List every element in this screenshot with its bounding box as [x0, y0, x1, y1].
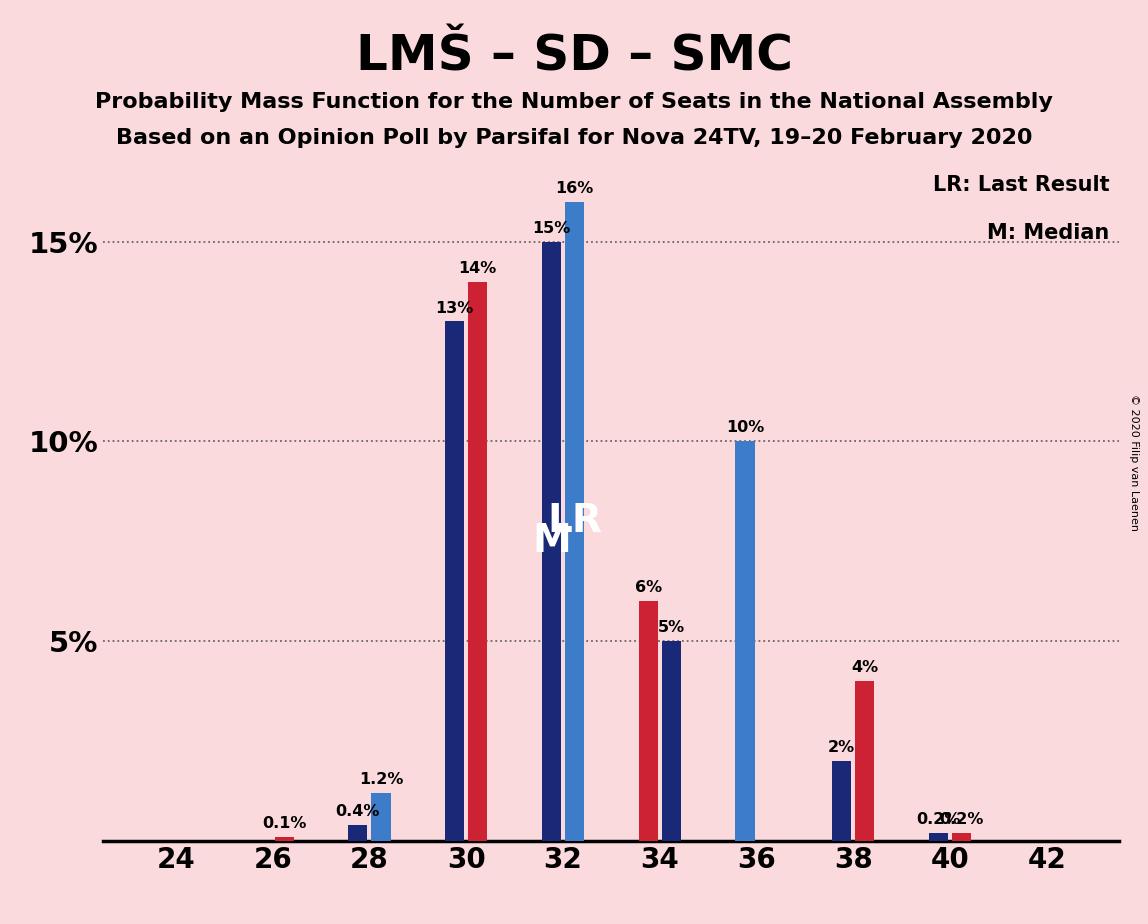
Text: 10%: 10% [726, 420, 765, 435]
Text: © 2020 Filip van Laenen: © 2020 Filip van Laenen [1130, 394, 1139, 530]
Bar [929, 833, 948, 841]
Text: 14%: 14% [458, 261, 497, 275]
Bar [542, 241, 561, 841]
Text: LR: Last Result: LR: Last Result [932, 176, 1109, 195]
Text: 0.2%: 0.2% [939, 812, 984, 827]
Bar [445, 322, 464, 841]
Text: M: M [532, 522, 571, 560]
Text: Probability Mass Function for the Number of Seats in the National Assembly: Probability Mass Function for the Number… [95, 92, 1053, 113]
Bar [855, 681, 875, 841]
Text: 2%: 2% [828, 740, 855, 755]
Bar [952, 833, 971, 841]
Text: 0.1%: 0.1% [262, 816, 307, 831]
Text: 6%: 6% [635, 580, 661, 595]
Bar [274, 837, 294, 841]
Text: LR: LR [548, 503, 602, 541]
Text: Based on an Opinion Poll by Parsifal for Nova 24TV, 19–20 February 2020: Based on an Opinion Poll by Parsifal for… [116, 128, 1032, 148]
Text: 0.4%: 0.4% [335, 804, 380, 819]
Text: 5%: 5% [658, 620, 685, 635]
Bar [468, 282, 488, 841]
Text: 15%: 15% [533, 221, 571, 236]
Bar [661, 641, 681, 841]
Text: M: Median: M: Median [987, 223, 1109, 243]
Text: 0.2%: 0.2% [916, 812, 961, 827]
Text: 16%: 16% [556, 181, 594, 196]
Text: LMŠ – SD – SMC: LMŠ – SD – SMC [356, 32, 792, 80]
Bar [735, 442, 754, 841]
Text: 13%: 13% [435, 300, 474, 315]
Text: 4%: 4% [851, 660, 878, 675]
Bar [371, 793, 390, 841]
Text: 1.2%: 1.2% [359, 772, 403, 787]
Bar [832, 761, 852, 841]
Bar [565, 201, 584, 841]
Bar [348, 825, 367, 841]
Bar [638, 602, 658, 841]
